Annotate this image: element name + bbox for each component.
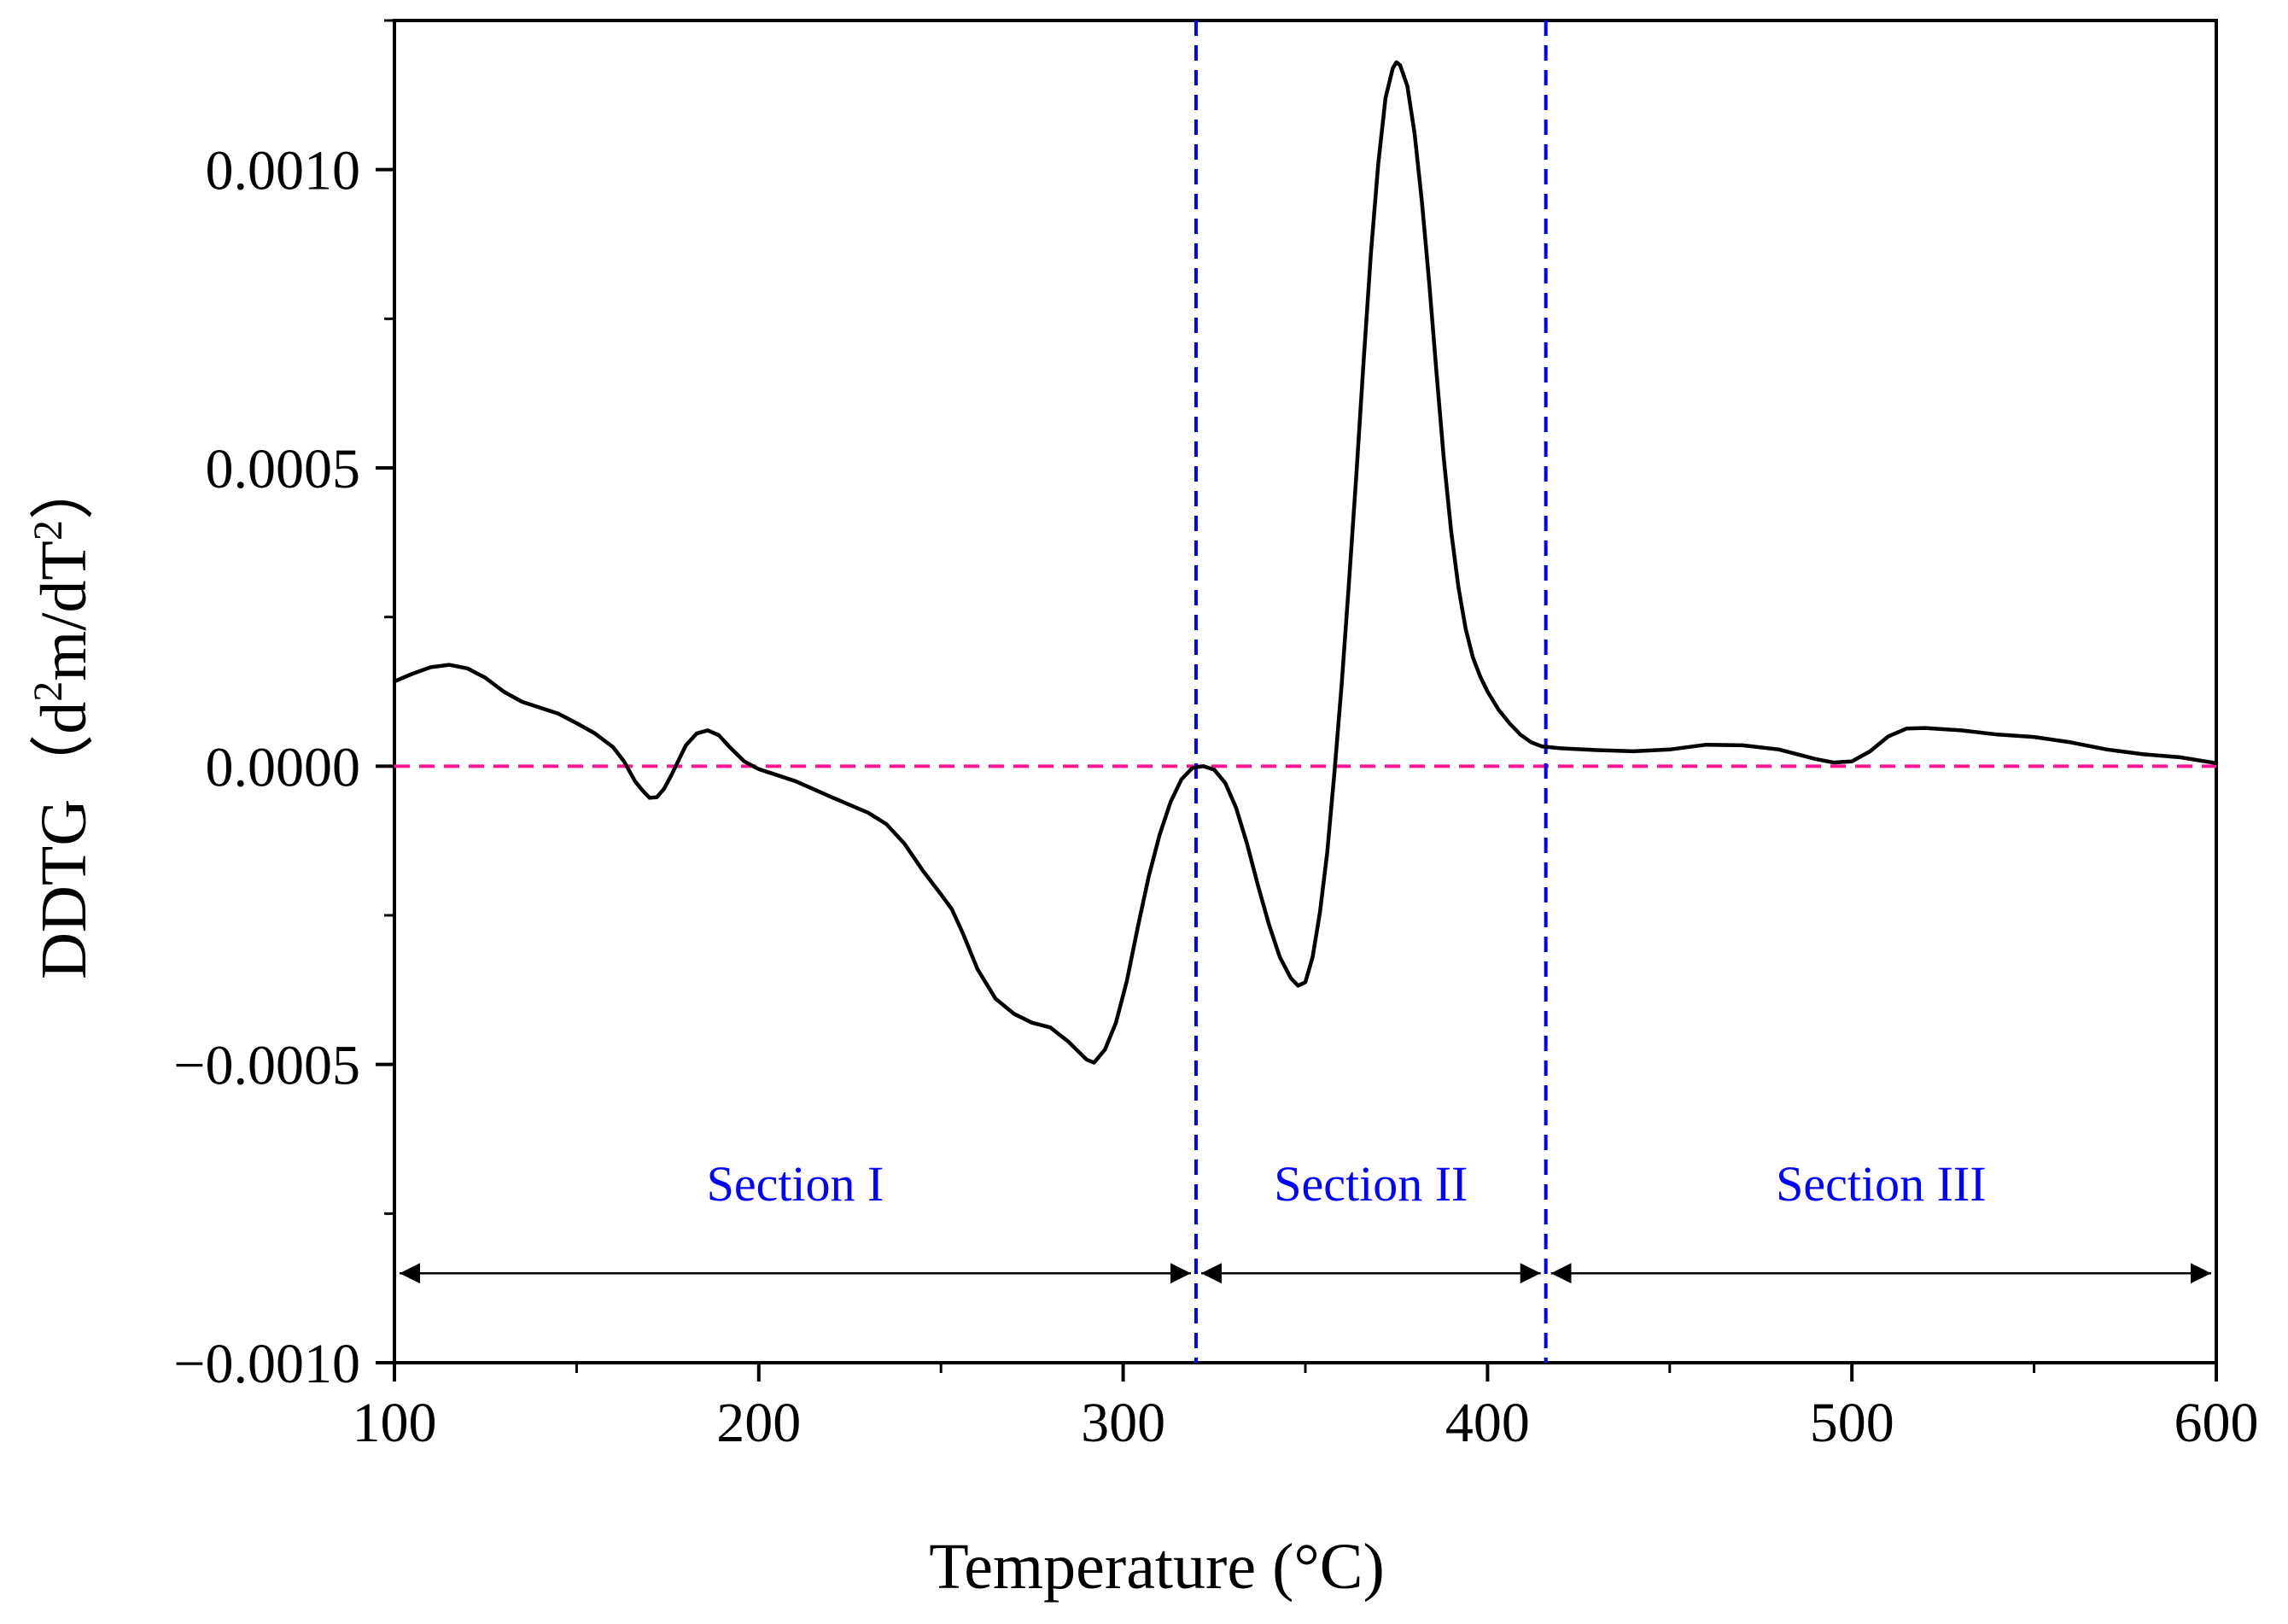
x-tick-label: 600 [2174, 1392, 2259, 1454]
series-line-1 [392, 60, 2219, 1065]
y-axis-title-prefix: DDTG（d [28, 702, 100, 979]
x-axis-title: Temperature (°C) [929, 1531, 1385, 1603]
y-tick-label: 0.0005 [206, 438, 361, 500]
x-tick-label: 100 [353, 1392, 437, 1454]
y-axis-title-sup2: 2 [26, 520, 71, 540]
y-axis-title-middle: m/dT [28, 540, 100, 681]
y-tick-label: −0.0010 [173, 1333, 360, 1395]
section-label-1: Section I [707, 1156, 884, 1212]
section-label-2: Section II [1274, 1156, 1468, 1212]
y-axis-title-suffix: ） [28, 455, 100, 520]
x-tick-label: 200 [716, 1392, 801, 1454]
x-tick-label: 400 [1445, 1392, 1530, 1454]
y-tick-label: −0.0005 [173, 1035, 360, 1097]
y-axis-title-sup1: 2 [26, 681, 71, 702]
x-tick-label: 300 [1081, 1392, 1165, 1454]
section-label-3: Section III [1776, 1156, 1986, 1212]
y-tick-label: 0.0000 [206, 736, 361, 798]
y-axis-title: DDTG（d2m/dT2） [26, 455, 100, 979]
x-tick-label: 500 [1810, 1392, 1894, 1454]
y-tick-label: 0.0010 [206, 140, 361, 202]
